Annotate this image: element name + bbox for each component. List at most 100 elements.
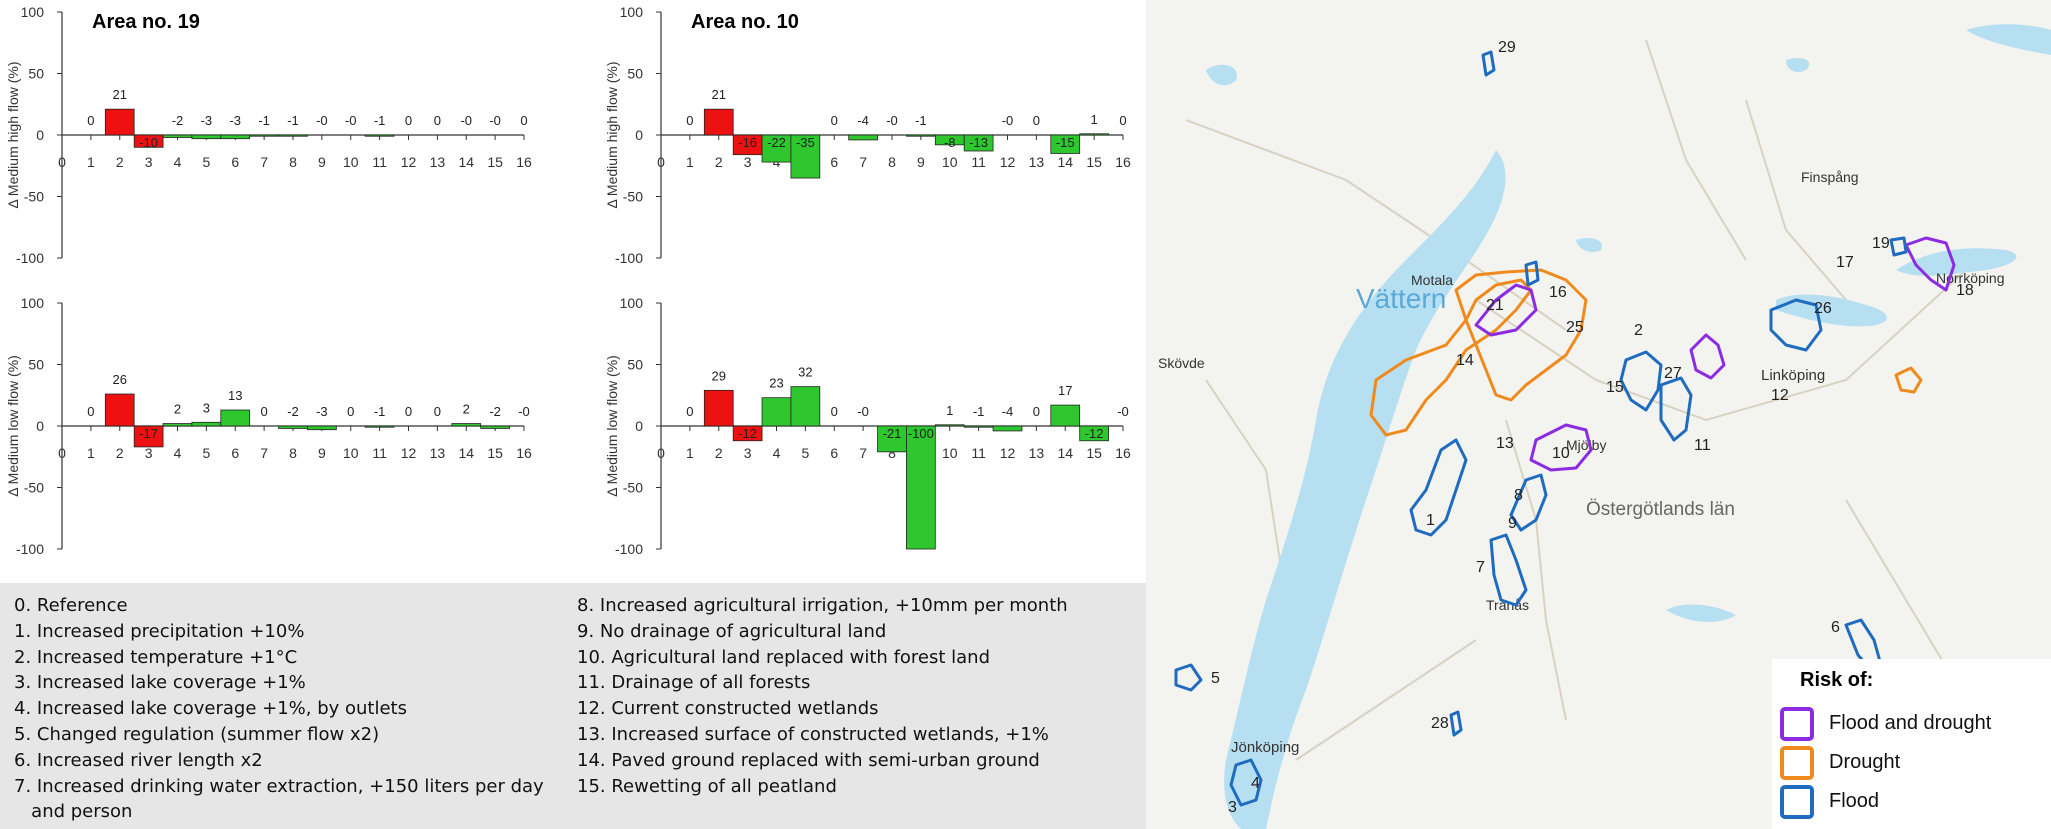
x-tick-label: 15 <box>487 445 503 461</box>
area-outline-flood <box>1659 376 1693 442</box>
x-tick-label: 10 <box>343 445 359 461</box>
scenario-legend-item: 14. Paved ground replaced with semi-urba… <box>577 749 1040 771</box>
x-tick-label: 0 <box>58 445 66 461</box>
x-tick-label: 15 <box>1086 154 1102 170</box>
x-tick-label: 13 <box>430 154 446 170</box>
area-number-label: 19 <box>1872 235 1890 252</box>
area-outline-flood <box>1769 298 1823 352</box>
bar <box>934 424 965 427</box>
data-label: -4 <box>857 113 869 128</box>
area-number-label: 21 <box>1486 297 1504 314</box>
data-label: -0 <box>316 113 328 128</box>
x-tick-label: 11 <box>372 154 387 170</box>
town-label: Linköping <box>1761 367 1825 384</box>
data-label: -100 <box>908 426 934 441</box>
data-label: -1 <box>374 404 386 419</box>
area-outline-flood <box>1409 438 1468 537</box>
area-number-label: 15 <box>1606 379 1624 396</box>
x-tick-label: 1 <box>686 154 694 170</box>
data-label: -0 <box>1117 404 1129 419</box>
scenario-legend-item: 12. Current constructed wetlands <box>577 698 879 720</box>
y-tick-label: 100 <box>620 4 644 20</box>
risk-legend: Risk of: Flood and drought Drought Flood <box>1772 659 2051 829</box>
scenario-legend-item: 2. Increased temperature +1°C <box>14 646 298 668</box>
x-tick-label: 9 <box>917 154 925 170</box>
risk-label: Flood and drought <box>1829 712 1992 734</box>
bar <box>278 425 308 429</box>
county-label: Östergötlands län <box>1586 499 1735 520</box>
data-label: -16 <box>738 135 757 150</box>
bar <box>220 409 251 427</box>
scenario-legend-item: 8. Increased agricultural irrigation, +1… <box>577 595 1068 616</box>
bar <box>133 425 164 448</box>
y-tick-label: 100 <box>21 295 45 311</box>
data-label: -13 <box>969 135 988 150</box>
area-number-label: 29 <box>1498 39 1516 56</box>
x-tick-label: 5 <box>801 445 809 461</box>
area-outline-flood <box>1229 758 1263 807</box>
area-outline-flood-drought <box>1904 236 1956 292</box>
data-label: -0 <box>460 113 472 128</box>
bar <box>703 108 734 136</box>
bar <box>963 134 994 152</box>
x-tick-label: 11 <box>971 154 986 170</box>
area-number-label: 8 <box>1514 487 1523 504</box>
area-outline-drought <box>1369 278 1533 437</box>
x-tick-label: 6 <box>830 154 838 170</box>
area-outline-flood <box>1524 260 1540 287</box>
bar <box>992 425 1023 432</box>
purple-square-icon <box>1780 707 1814 741</box>
data-label: 0 <box>405 113 412 128</box>
bar <box>249 134 279 137</box>
x-tick-label: 10 <box>942 445 958 461</box>
data-label: -8 <box>944 135 956 150</box>
y-tick-label: -50 <box>623 480 643 496</box>
scenario-legend-item: 13. Increased surface of constructed wet… <box>577 723 1049 745</box>
x-tick-label: 8 <box>289 445 297 461</box>
y-tick-label: 50 <box>28 357 44 373</box>
scenario-legend-item: 4. Increased lake coverage +1%, by outle… <box>14 698 407 720</box>
area-number-label: 16 <box>1549 284 1567 301</box>
data-label: -2 <box>172 113 184 128</box>
x-tick-label: 4 <box>174 445 182 461</box>
area-number-label: 10 <box>1552 445 1570 462</box>
x-tick-label: 14 <box>458 154 474 170</box>
y-tick-label: 100 <box>620 295 644 311</box>
x-tick-label: 3 <box>744 154 752 170</box>
y-tick-label: 0 <box>635 418 643 434</box>
data-label: -2 <box>489 404 501 419</box>
data-label: 0 <box>347 404 354 419</box>
x-tick-label: 4 <box>174 154 182 170</box>
x-tick-label: 6 <box>830 445 838 461</box>
x-tick-label: 2 <box>715 445 723 461</box>
y-tick-label: -50 <box>623 189 643 205</box>
x-tick-label: 14 <box>1057 445 1073 461</box>
data-label: -12 <box>738 426 757 441</box>
area-outline-flood <box>1449 710 1463 737</box>
area-outline-flood-drought <box>1529 423 1593 472</box>
scenario-legend: 0. Reference 1. Increased precipitation +… <box>0 583 1146 829</box>
data-label: -22 <box>767 135 786 150</box>
bar <box>364 134 395 137</box>
data-label: 26 <box>113 372 127 387</box>
scenario-legend-item: 9. No drainage of agricultural land <box>577 620 887 642</box>
data-label: 17 <box>1058 383 1072 398</box>
x-tick-label: 7 <box>260 154 268 170</box>
data-label: 0 <box>405 404 412 419</box>
y-tick-label: -100 <box>615 541 643 557</box>
data-label: -1 <box>287 113 299 128</box>
y-tick-label: 50 <box>627 357 643 373</box>
area-outline-flood-drought <box>1689 333 1726 380</box>
x-tick-label: 13 <box>1029 154 1045 170</box>
data-label: -0 <box>1002 113 1014 128</box>
area-outline-flood <box>1174 663 1203 692</box>
data-label: 0 <box>87 113 94 128</box>
scenario-legend-item: 11. Drainage of all forests <box>577 672 811 694</box>
bar <box>1079 425 1109 442</box>
x-tick-label: 8 <box>888 445 896 461</box>
scenario-legend-left: 0. Reference 1. Increased precipitation +… <box>14 593 544 825</box>
data-label: -3 <box>316 404 328 419</box>
